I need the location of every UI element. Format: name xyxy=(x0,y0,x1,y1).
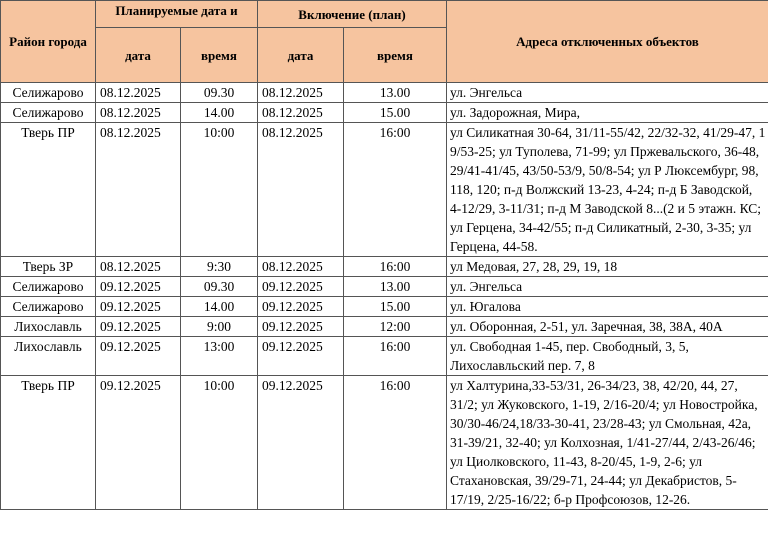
address-cell: ул. Задорожная, Мира, xyxy=(446,102,768,123)
district-cell: Селижарово xyxy=(0,102,96,123)
date-cell: 08.12.2025 xyxy=(95,256,181,277)
table-row: Селижарово 08.12.2025 14.00 08.12.2025 15.00… xyxy=(0,102,768,123)
address-cell: ул. Энгельса xyxy=(446,276,768,297)
address-cell: ул Силикатная 30-64, 31/11-55/42, 22/32-… xyxy=(446,122,768,257)
address-cell: ул Халтурина,33-53/31, 26-34/23, 38, 42/… xyxy=(446,375,768,510)
table-row: Лихославль 09.12.2025 13:00 09.12.2025 16:00… xyxy=(0,336,768,376)
date-cell: 09.12.2025 xyxy=(95,296,181,317)
time-cell: 9:00 xyxy=(180,316,258,337)
time-cell: 10:00 xyxy=(180,375,258,510)
time-cell: 13:00 xyxy=(180,336,258,376)
district-cell: Селижарово xyxy=(0,276,96,297)
district-cell: Тверь ПР xyxy=(0,122,96,257)
header-cell: Планируемые дата и xyxy=(95,0,258,28)
time-cell: 16:00 xyxy=(343,375,447,510)
time-cell: 14.00 xyxy=(180,296,258,317)
date-cell: 08.12.2025 xyxy=(257,102,344,123)
time-cell: 15.00 xyxy=(343,102,447,123)
address-cell: ул Медовая, 27, 28, 29, 19, 18 xyxy=(446,256,768,277)
date-cell: 08.12.2025 xyxy=(95,102,181,123)
date-cell: 08.12.2025 xyxy=(95,82,181,103)
outage-table: Район города Планируемые дата и Включени… xyxy=(0,0,768,510)
district-cell: Тверь ПР xyxy=(0,375,96,510)
time-cell: 14.00 xyxy=(180,102,258,123)
date-cell: 09.12.2025 xyxy=(95,276,181,297)
time-cell: 16:00 xyxy=(343,256,447,277)
time-cell: 16:00 xyxy=(343,122,447,257)
date-cell: 09.12.2025 xyxy=(257,336,344,376)
table-body: Селижарово 08.12.2025 09.30 08.12.2025 13.00… xyxy=(0,82,768,510)
date-cell: 09.12.2025 xyxy=(257,276,344,297)
date-cell: 09.12.2025 xyxy=(95,375,181,510)
address-cell: ул. Энгельса xyxy=(446,82,768,103)
date-cell: 09.12.2025 xyxy=(257,375,344,510)
header-cell: Район города xyxy=(0,0,96,83)
date-cell: 08.12.2025 xyxy=(257,122,344,257)
time-cell: 09.30 xyxy=(180,276,258,297)
district-cell: Селижарово xyxy=(0,82,96,103)
date-cell: 08.12.2025 xyxy=(95,122,181,257)
header-cell: время xyxy=(343,27,447,83)
header-cell: Включение (план) xyxy=(257,0,447,28)
date-cell: 09.12.2025 xyxy=(95,316,181,337)
header-cell: дата xyxy=(257,27,344,83)
district-cell: Селижарово xyxy=(0,296,96,317)
date-cell: 08.12.2025 xyxy=(257,256,344,277)
table-row: Селижарово 09.12.2025 09.30 09.12.2025 13.00… xyxy=(0,276,768,297)
address-cell: ул. Югалова xyxy=(446,296,768,317)
table-row: Тверь ЗР 08.12.2025 9:30 08.12.2025 16:00 ул … xyxy=(0,256,768,277)
header-cell: Адреса отключенных объектов xyxy=(446,0,768,83)
date-cell: 09.12.2025 xyxy=(257,296,344,317)
table-row: Селижарово 08.12.2025 09.30 08.12.2025 13.00… xyxy=(0,82,768,103)
date-cell: 09.12.2025 xyxy=(95,336,181,376)
header-cell: дата xyxy=(95,27,181,83)
time-cell: 9:30 xyxy=(180,256,258,277)
district-cell: Лихославль xyxy=(0,336,96,376)
district-cell: Тверь ЗР xyxy=(0,256,96,277)
time-cell: 12:00 xyxy=(343,316,447,337)
table-row: Селижарово 09.12.2025 14.00 09.12.2025 15.00… xyxy=(0,296,768,317)
table-row: Тверь ПР 09.12.2025 10:00 09.12.2025 16:00 ул… xyxy=(0,375,768,510)
date-cell: 09.12.2025 xyxy=(257,316,344,337)
district-cell: Лихославль xyxy=(0,316,96,337)
time-cell: 15.00 xyxy=(343,296,447,317)
table-row: Тверь ПР 08.12.2025 10:00 08.12.2025 16:00 ул… xyxy=(0,122,768,257)
time-cell: 10:00 xyxy=(180,122,258,257)
time-cell: 16:00 xyxy=(343,336,447,376)
address-cell: ул. Оборонная, 2-51, ул. Заречная, 38, 3… xyxy=(446,316,768,337)
header-cell: время xyxy=(180,27,258,83)
address-cell: ул. Свободная 1-45, пер. Свободный, 3, 5… xyxy=(446,336,768,376)
time-cell: 13.00 xyxy=(343,82,447,103)
table-row: Лихославль 09.12.2025 9:00 09.12.2025 12:00 у… xyxy=(0,316,768,337)
time-cell: 09.30 xyxy=(180,82,258,103)
date-cell: 08.12.2025 xyxy=(257,82,344,103)
time-cell: 13.00 xyxy=(343,276,447,297)
